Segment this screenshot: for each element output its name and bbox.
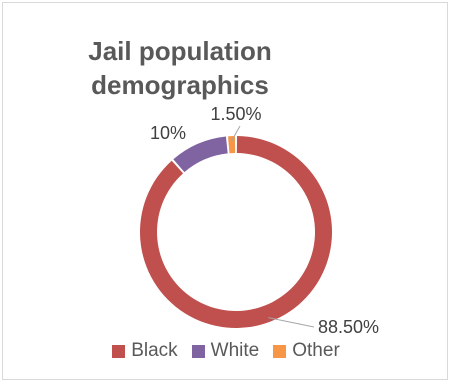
data-label-other: 1.50% xyxy=(210,104,261,124)
legend-label-black: Black xyxy=(131,340,178,361)
legend-swatch-black xyxy=(112,344,126,358)
legend-item-other: Other xyxy=(273,340,340,362)
leader-line-black xyxy=(268,317,315,328)
legend-item-white: White xyxy=(191,340,260,362)
slice-other xyxy=(228,136,236,154)
chart-title: Jail population demographics xyxy=(88,36,272,100)
legend-swatch-other xyxy=(273,344,287,358)
slice-white xyxy=(173,136,228,173)
legend-label-other: Other xyxy=(292,340,340,361)
legend-item-black: Black xyxy=(112,340,178,362)
data-label-black: 88.50% xyxy=(318,317,379,337)
legend-swatch-white xyxy=(191,344,205,358)
data-label-white: 10% xyxy=(150,123,186,143)
leader-line-other xyxy=(231,125,241,141)
legend-label-white: White xyxy=(210,340,260,361)
slice-black xyxy=(139,136,332,328)
chart-legend: Black White Other xyxy=(0,340,452,362)
